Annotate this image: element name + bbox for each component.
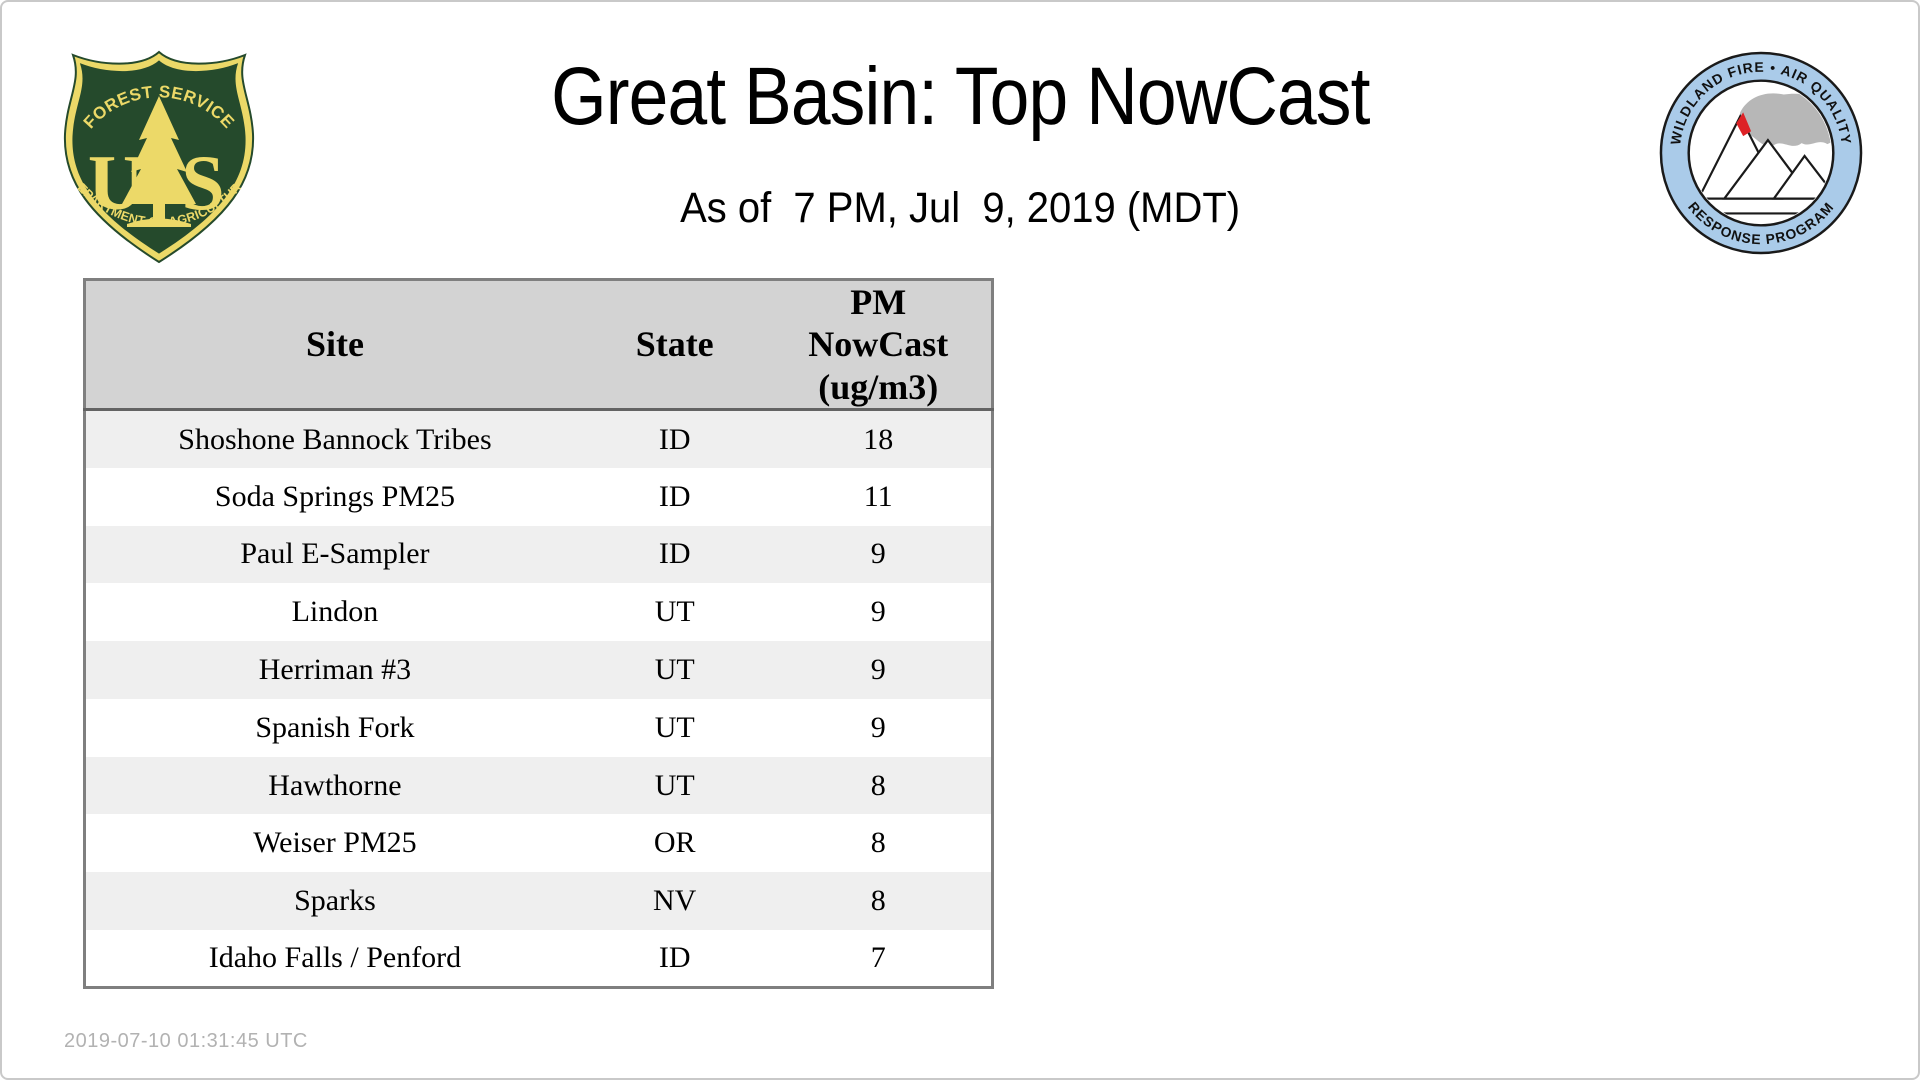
site-cell: Idaho Falls / Penford: [208, 941, 462, 975]
table-row: Idaho Falls / Penford ID 7: [84, 930, 993, 988]
site-cell: Hawthorne: [268, 768, 402, 802]
state-cell: NV: [653, 884, 697, 918]
forest-service-logo-icon: U S FOREST SERVICE DEPARTMENT OF AGRICUL…: [59, 46, 255, 264]
site-cell: Herriman #3: [258, 652, 412, 686]
table-row: Herriman #3 UT 9: [84, 641, 993, 699]
site-cell: Soda Springs PM25: [214, 479, 455, 513]
state-cell: ID: [658, 537, 691, 571]
site-cell: Spanish Fork: [255, 710, 415, 744]
pm-value-cell: 11: [863, 479, 893, 513]
page-subtitle: As of 7 PM, Jul 9, 2019 (MDT): [679, 184, 1241, 232]
page-title: Great Basin: Top NowCast: [550, 51, 1370, 142]
state-column-header: State: [583, 279, 766, 412]
pm-value-cell: 8: [870, 826, 886, 860]
state-cell: ID: [658, 422, 691, 456]
table-row: Lindon UT 9: [84, 583, 993, 642]
table-row: Shoshone Bannock Tribes ID 18: [84, 409, 993, 468]
table-row: Paul E-Sampler ID 9: [84, 525, 993, 584]
pm-nowcast-column-header: PM NowCast (ug/m3): [765, 279, 993, 412]
page-title-row: Great Basin: Top NowCast: [2, 50, 1918, 144]
shield-letter-u: U: [88, 139, 144, 226]
state-cell: UT: [654, 652, 695, 686]
wfaqrp-logo-icon: WILDLAND FIRE • AIR QUALITY RESPONSE PRO…: [1659, 51, 1863, 255]
pm-value-cell: 9: [870, 595, 886, 629]
site-cell: Paul E-Sampler: [240, 537, 430, 571]
shield-letter-s: S: [181, 139, 224, 226]
site-cell: Lindon: [291, 595, 379, 629]
pine-tree-icon: [122, 96, 196, 227]
pm-value-cell: 9: [870, 537, 886, 571]
fire-mark-icon: [1736, 112, 1752, 137]
pm-value-cell: 9: [870, 710, 886, 744]
pm-value-cell: 18: [863, 422, 894, 456]
pm-value-cell: 7: [870, 941, 886, 975]
page-subtitle-row: As of 7 PM, Jul 9, 2019 (MDT): [2, 184, 1918, 233]
table-row: Hawthorne UT 8: [84, 756, 993, 815]
state-cell: OR: [653, 826, 696, 860]
table-row: Sparks NV 8: [84, 872, 993, 931]
site-cell: Weiser PM25: [253, 826, 417, 860]
site-column-header: Site: [84, 279, 584, 412]
pm-value-cell: 8: [870, 768, 886, 802]
pm-value-cell: 9: [870, 652, 886, 686]
site-cell: Shoshone Bannock Tribes: [178, 422, 492, 456]
nowcast-table: Site State PM NowCast (ug/m3) Shoshone B…: [83, 278, 994, 990]
state-cell: UT: [654, 710, 695, 744]
pm-value-cell: 8: [870, 884, 886, 918]
state-cell: UT: [654, 768, 695, 802]
state-cell: ID: [658, 479, 691, 513]
generated-timestamp: 2019-07-10 01:31:45 UTC: [64, 1030, 308, 1052]
table-row: Spanish Fork UT 9: [84, 698, 993, 757]
state-cell: UT: [654, 595, 695, 629]
site-cell: Sparks: [294, 884, 376, 918]
table-row: Weiser PM25 OR 8: [84, 814, 993, 873]
table-header: Site State PM NowCast (ug/m3): [84, 279, 993, 412]
table-body: Shoshone Bannock Tribes ID 18 Soda Springs …: [84, 409, 993, 988]
state-cell: ID: [658, 941, 691, 975]
table-row: Soda Springs PM25 ID 11: [84, 467, 993, 526]
